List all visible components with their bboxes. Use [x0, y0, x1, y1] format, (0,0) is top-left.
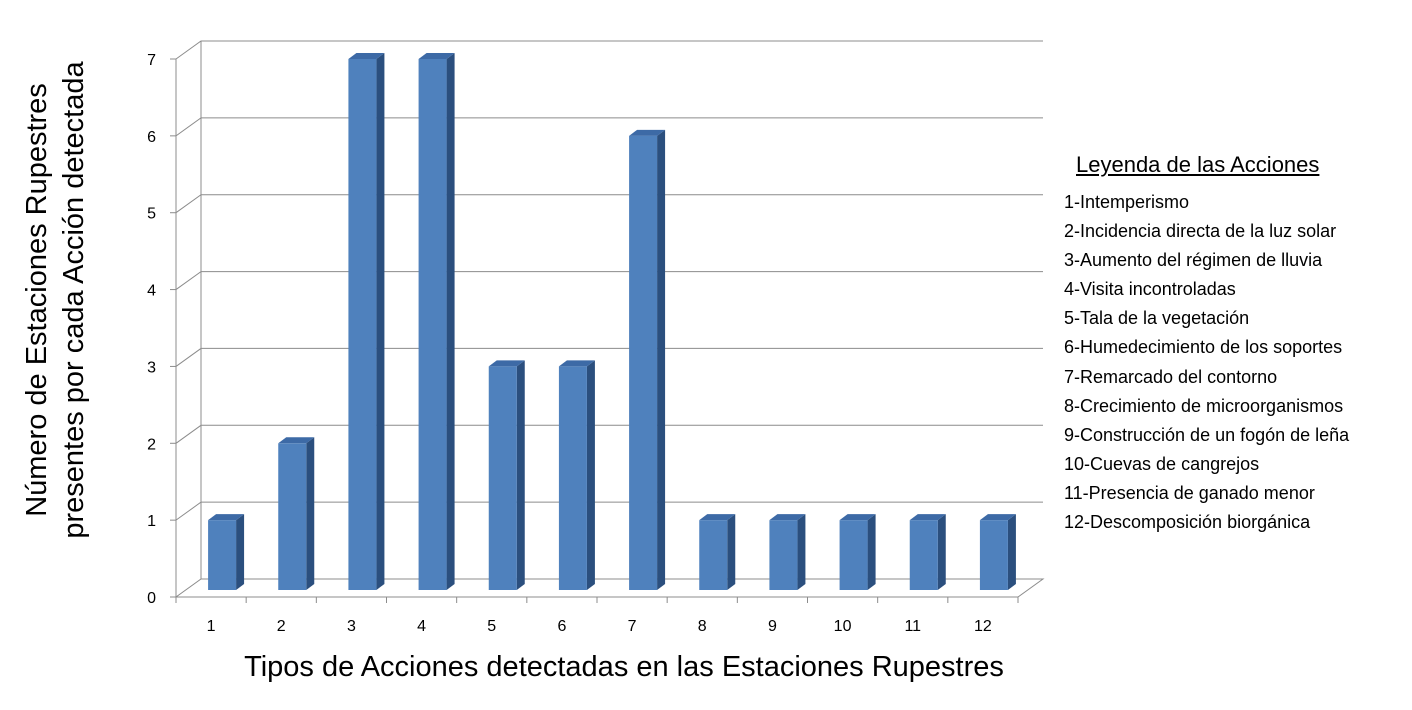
y-tick-label: 4 [147, 283, 156, 300]
gridline [175, 424, 1043, 444]
bar-front [278, 443, 307, 590]
bar-side [376, 53, 385, 590]
bar-side [727, 514, 736, 590]
legend-title: Leyenda de las Acciones [1076, 152, 1320, 177]
bar [979, 514, 1016, 590]
y-axis-label-line2: presentes por cada Acción detectada [58, 61, 90, 539]
bar-front [839, 520, 868, 590]
y-tick-label: 6 [147, 129, 156, 146]
bar-top [348, 53, 385, 59]
y-tick-label: 2 [147, 436, 156, 453]
x-tick-label: 1 [207, 618, 216, 635]
bar-front [629, 135, 658, 590]
gridline [175, 194, 1043, 214]
bar-side [306, 437, 315, 590]
bar-side [797, 514, 806, 590]
bar-front [979, 520, 1008, 590]
x-tick-label: 7 [628, 618, 637, 635]
bar [278, 437, 315, 590]
bar-front [699, 520, 728, 590]
y-tick-label: 1 [147, 513, 156, 530]
x-tick-labels: 1 2 3 4 5 6 7 8 9 10 11 12 [175, 597, 1019, 635]
bar [699, 514, 736, 590]
y-axis-label-line1: Número de Estaciones Rupestres [21, 83, 53, 517]
bar [488, 360, 525, 590]
bar-top [699, 514, 736, 521]
x-tick-label: 9 [768, 618, 777, 635]
y-tick-label: 5 [147, 206, 156, 223]
y-tick-labels: 0 1 2 3 4 5 6 7 [147, 52, 156, 607]
x-tick-label: 8 [698, 618, 707, 635]
gridline [175, 117, 1043, 137]
gridline [175, 347, 1043, 367]
gridline [175, 271, 1043, 290]
x-tick-label: 3 [347, 618, 356, 635]
bar-top [769, 514, 806, 521]
gridline [175, 40, 1043, 60]
legend-item: 9-Construcción de un fogón de leña [1064, 424, 1350, 445]
bar-top [979, 514, 1016, 521]
bar-top [839, 514, 876, 521]
bar [769, 514, 806, 590]
bar-top [558, 360, 595, 367]
bar-side [586, 360, 595, 590]
bar [348, 53, 385, 590]
bar-front [418, 59, 447, 590]
bar-front [488, 366, 517, 590]
bar-side [657, 129, 666, 590]
bar [839, 514, 876, 590]
y-tick-label: 3 [147, 359, 156, 376]
legend-item: 12-Descomposición biorgánica [1064, 512, 1311, 533]
x-tick-label: 5 [487, 618, 496, 635]
legend-item: 7-Remarcado del contorno [1064, 366, 1278, 387]
bar [629, 129, 666, 590]
x-tick-label: 10 [834, 618, 852, 635]
x-tick-label: 6 [557, 618, 566, 635]
actions-legend: Leyenda de las Acciones 1-Intemperismo 2… [1064, 152, 1404, 537]
legend-item: 8-Crecimiento de microorganismos [1064, 395, 1344, 416]
x-tick-label: 4 [417, 618, 426, 635]
bar-front [558, 366, 587, 590]
legend-item: 6-Humedecimiento de los soportes [1064, 337, 1343, 358]
legend-item: 3-Aumento del régimen de lluvia [1064, 250, 1323, 271]
bar-front [769, 520, 798, 590]
bar-side [1007, 514, 1016, 590]
bar [909, 514, 946, 590]
bar-side [446, 53, 455, 590]
legend-item: 4-Visita incontroladas [1064, 279, 1236, 300]
bar-front [208, 520, 237, 590]
gridlines [170, 40, 1043, 598]
gridline [175, 501, 1043, 521]
legend-item: 2-Incidencia directa de la luz solar [1064, 221, 1337, 242]
bar-top [909, 514, 946, 521]
bars [208, 53, 1016, 590]
legend-item: 1-Intemperismo [1064, 192, 1190, 212]
bar-side [516, 360, 525, 590]
bar-side [937, 514, 946, 590]
legend-items: 1-Intemperismo 2-Incidencia directa de l… [1064, 188, 1404, 537]
legend-item: 10-Cuevas de cangrejos [1064, 453, 1260, 474]
bar-front [909, 520, 938, 590]
legend-item: 5-Tala de la vegetación [1064, 308, 1250, 329]
x-tick-label: 12 [974, 618, 992, 635]
bar-side [236, 514, 245, 590]
y-tick-label: 7 [147, 52, 156, 69]
bar-top [418, 53, 455, 59]
bar [418, 53, 455, 590]
bar [558, 360, 595, 590]
x-tick-label: 2 [277, 618, 286, 635]
x-axis-label: Tipos de Acciones detectadas en las Esta… [244, 651, 1004, 683]
bar-top [488, 360, 525, 367]
x-tick-label: 11 [904, 618, 921, 635]
bar-top [208, 514, 245, 521]
bar-top [629, 129, 666, 136]
bar-top [278, 437, 315, 444]
bar [208, 514, 245, 590]
y-tick-label: 0 [147, 590, 156, 607]
bar-side [867, 514, 876, 590]
bar-front [348, 59, 377, 590]
legend-item: 11-Presencia de ganado menor [1064, 482, 1315, 503]
